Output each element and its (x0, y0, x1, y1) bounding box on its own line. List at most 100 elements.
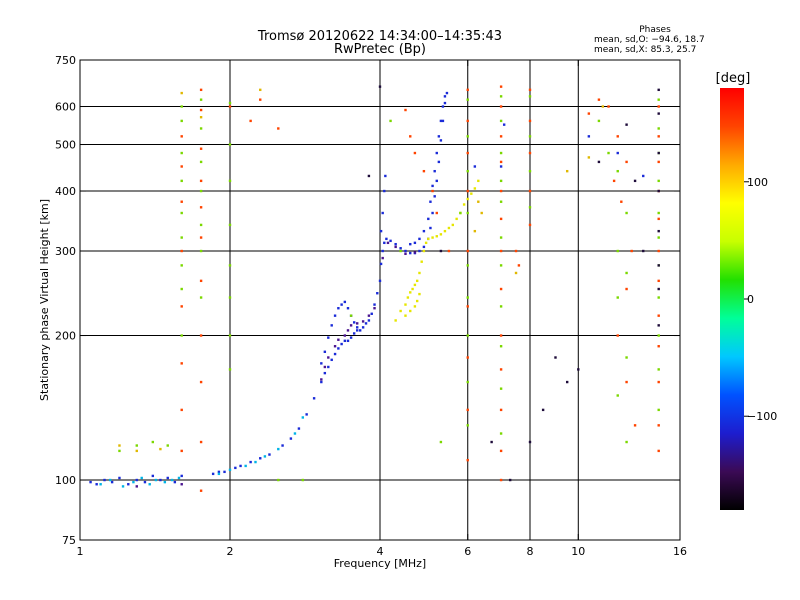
scatter-point (499, 95, 503, 98)
scatter-point (607, 105, 610, 108)
scatter-point (263, 455, 267, 458)
scatter-point (415, 279, 419, 283)
scatter-point (480, 211, 483, 215)
scatter-point (349, 336, 353, 339)
scatter-point (642, 249, 645, 253)
scatter-point (346, 307, 350, 310)
scatter-point (657, 264, 660, 267)
scatter-point (657, 296, 660, 299)
scatter-point (159, 447, 162, 451)
scatter-point (429, 200, 432, 203)
scatter-point (140, 476, 143, 480)
scatter-point (466, 169, 469, 173)
scatter-point (528, 88, 532, 92)
scatter-point (657, 249, 660, 253)
scatter-point (431, 184, 434, 188)
scatter-point (466, 264, 469, 267)
scatter-point (199, 127, 203, 130)
scatter-point (180, 119, 183, 123)
scatter-point (499, 105, 503, 108)
scatter-point (199, 380, 203, 384)
scatter-point (528, 440, 532, 444)
scatter-point (473, 187, 477, 190)
scatter-point (657, 112, 660, 115)
y-tick-label: 500 (55, 139, 76, 152)
scatter-point (657, 211, 660, 215)
scatter-point (211, 472, 215, 476)
scatter-point (103, 478, 106, 482)
scatter-point (616, 296, 619, 299)
scatter-point (389, 239, 392, 243)
scatter-point (466, 98, 469, 101)
scatter-point (337, 338, 340, 341)
scatter-point (625, 160, 628, 164)
scatter-point (199, 440, 203, 444)
scatter-point (95, 483, 98, 486)
y-tick-label: 600 (55, 101, 76, 114)
scatter-point (422, 169, 426, 173)
scatter-point (349, 314, 353, 317)
scatter-point (657, 229, 660, 233)
x-tick-label: 4 (377, 545, 384, 558)
scatter-point (337, 307, 340, 310)
colorbar-label: [deg] (716, 71, 751, 86)
scatter-point (378, 85, 382, 88)
scatter-point (323, 365, 327, 369)
scatter-point (399, 309, 402, 313)
stats-heading: Phases (639, 25, 671, 35)
scatter-point (587, 135, 591, 138)
scatter-point (89, 480, 92, 484)
scatter-point (625, 380, 628, 384)
scatter-point (121, 485, 125, 488)
scatter-point (427, 237, 430, 241)
scatter-point (439, 119, 443, 123)
scatter-point (409, 242, 412, 246)
scatter-point (327, 365, 330, 369)
x-tick-label: 1 (77, 545, 84, 558)
x-axis-ticks: 1 2 4 6 8 10 16 (77, 60, 687, 558)
scatter-point (349, 324, 353, 327)
scatter-point (330, 358, 333, 362)
scatter-point (228, 368, 232, 371)
scatter-point (657, 189, 660, 193)
scatter-point (657, 98, 660, 101)
scatter-point (199, 160, 203, 164)
x-tick-label: 6 (464, 545, 471, 558)
scatter-point (409, 309, 412, 313)
scatter-point (499, 189, 503, 193)
scatter-point (381, 256, 384, 260)
scatter-point (437, 135, 441, 138)
scatter-point (337, 347, 340, 350)
scatter-point (413, 251, 417, 254)
scatter-point (473, 165, 477, 168)
scatter-point (383, 241, 386, 245)
scatter-point (180, 362, 183, 365)
scatter-point (642, 174, 645, 178)
scatter-point (625, 211, 628, 215)
stats-o-line: mean, sd,O: −94.6, 18.7 (594, 35, 705, 45)
scatter-point (199, 179, 203, 183)
scatter-point (528, 135, 532, 138)
scatter-point (625, 271, 628, 275)
y-axis-ticks: 75 100 200 300 400 500 600 750 (55, 54, 680, 547)
scatter-point (135, 485, 138, 488)
scatter-point (333, 345, 337, 348)
scatter-point (199, 296, 203, 299)
scatter-point (657, 345, 660, 348)
scatter-point (435, 151, 438, 155)
scatter-point (170, 478, 174, 482)
scatter-point (514, 249, 518, 253)
scatter-point (239, 464, 242, 468)
scatter-point (657, 287, 660, 291)
scatter-point (466, 424, 469, 427)
scatter-point (499, 119, 503, 123)
scatter-point (180, 483, 183, 486)
scatter-point (148, 483, 151, 486)
scatter-point (431, 211, 434, 215)
scatter-point (173, 480, 177, 484)
scatter-point (281, 444, 284, 447)
scatter-point (301, 416, 305, 419)
scatter-point (109, 478, 112, 482)
scatter-point (180, 179, 183, 183)
